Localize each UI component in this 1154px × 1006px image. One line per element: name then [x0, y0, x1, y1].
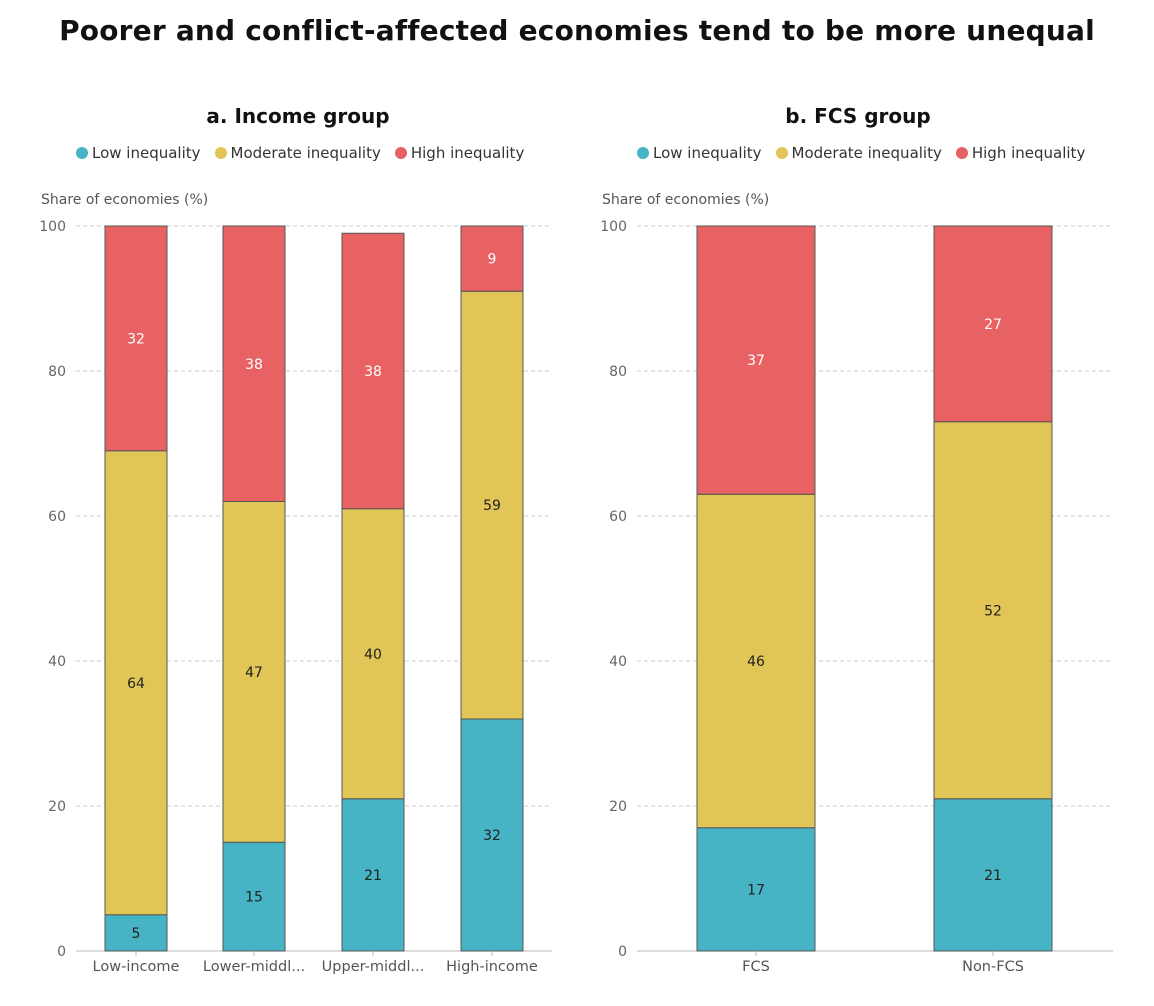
bar-segment	[222, 225, 286, 502]
data-label: 40	[364, 647, 382, 663]
legend-label: Low inequality	[653, 144, 762, 162]
y-tick-label: 0	[618, 944, 627, 960]
legend-item-high[interactable]: High inequality	[955, 144, 1086, 162]
legend-dot-icon	[637, 147, 649, 159]
y-tick-label: 40	[609, 654, 627, 670]
data-label: 27	[984, 317, 1002, 333]
bar-segment	[104, 450, 168, 916]
legend-item-high[interactable]: High inequality	[394, 144, 525, 162]
data-label: 52	[984, 603, 1002, 619]
x-tick-label: Low-income	[93, 959, 180, 975]
data-label: 17	[747, 882, 765, 898]
data-label: 9	[488, 252, 497, 268]
data-label: 32	[127, 331, 145, 347]
y-axis-title: Share of economies (%)	[602, 192, 770, 208]
legend-dot-icon	[775, 147, 788, 159]
bar-segment	[341, 232, 405, 510]
y-tick-label: 20	[609, 799, 627, 815]
data-label: 46	[747, 654, 765, 670]
y-tick-label: 60	[48, 509, 66, 525]
x-tick-label: Lower-middl...	[203, 959, 305, 975]
bar-segment	[341, 508, 405, 800]
legend-item-moderate[interactable]: Moderate inequality	[775, 144, 942, 162]
x-tick-label: Non-FCS	[962, 959, 1024, 975]
data-label: 37	[747, 353, 765, 369]
data-label: 15	[245, 890, 263, 906]
y-tick-label: 0	[57, 944, 66, 960]
legend-label: Moderate inequality	[230, 144, 381, 162]
data-label: 21	[984, 868, 1002, 884]
bar-segment	[696, 827, 816, 952]
legend-dot-icon	[394, 147, 407, 159]
x-tick-label: High-income	[446, 959, 538, 975]
bar-segment	[460, 225, 524, 292]
y-tick-label: 40	[48, 654, 66, 670]
bar-segment	[222, 841, 286, 952]
legend-item-low[interactable]: Low inequality	[637, 144, 762, 162]
panel-title: a. Income group	[206, 104, 390, 128]
data-label: 32	[483, 828, 501, 844]
legend-dot-icon	[955, 147, 968, 159]
legend-item-low[interactable]: Low inequality	[76, 144, 201, 162]
legend-label: High inequality	[971, 144, 1086, 162]
data-label: 59	[483, 498, 501, 514]
y-tick-label: 20	[48, 799, 66, 815]
legend-dot-icon	[214, 147, 227, 159]
bar-segment	[696, 493, 816, 829]
y-tick-label: 100	[600, 219, 627, 235]
bar-segment	[460, 718, 524, 952]
bar-segment	[341, 798, 405, 952]
legend: Low inequality Moderate inequality High …	[76, 144, 524, 162]
legend-label: Moderate inequality	[791, 144, 942, 162]
bar-segment	[933, 421, 1053, 800]
y-tick-label: 80	[609, 364, 627, 380]
x-tick-label: Upper-middl...	[322, 959, 425, 975]
legend-label: Low inequality	[92, 144, 201, 162]
legend-item-moderate[interactable]: Moderate inequality	[214, 144, 381, 162]
data-label: 38	[364, 364, 382, 380]
data-label: 5	[132, 926, 141, 942]
bar-segment	[104, 225, 168, 452]
x-tick-label: FCS	[742, 959, 770, 975]
data-label: 64	[127, 676, 145, 692]
y-tick-label: 60	[609, 509, 627, 525]
bar-segment	[104, 914, 168, 952]
y-tick-label: 100	[39, 219, 66, 235]
legend-label: High inequality	[410, 144, 525, 162]
panel-title: b. FCS group	[785, 104, 931, 128]
y-axis-title: Share of economies (%)	[41, 192, 209, 208]
main-title: Poorer and conflict-affected economies t…	[59, 14, 1095, 47]
bar-segment	[933, 225, 1053, 423]
y-tick-label: 80	[48, 364, 66, 380]
bar-segment	[222, 501, 286, 843]
legend: Low inequality Moderate inequality High …	[637, 144, 1085, 162]
bar-segment	[933, 798, 1053, 952]
bar-segment	[696, 225, 816, 495]
data-label: 38	[245, 357, 263, 373]
bar-segment	[460, 290, 524, 720]
data-label: 21	[364, 868, 382, 884]
data-label: 47	[245, 665, 263, 681]
legend-dot-icon	[76, 147, 88, 159]
